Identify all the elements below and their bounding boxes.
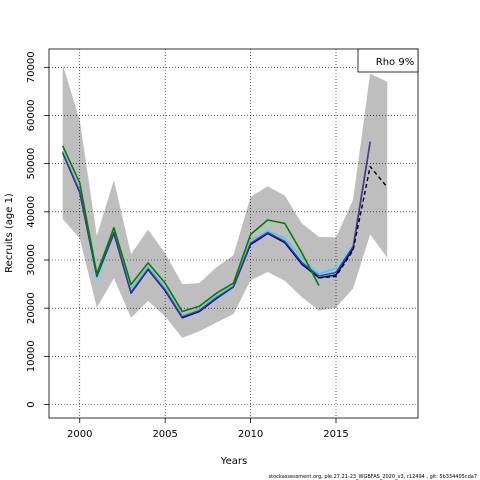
footer-credit: stockassessment.org, ple.27.21-23_WGBFAS…: [269, 474, 477, 480]
y-tick-label: 60000: [26, 100, 37, 132]
y-tick-label: 40000: [26, 196, 37, 228]
series-line-forecast: [318, 165, 388, 279]
confidence-band-layer: [62, 64, 388, 339]
confidence-band: [62, 64, 388, 339]
y-tick-label: 70000: [26, 51, 37, 83]
x-tick-label: 2000: [67, 429, 92, 440]
legend: Rho 9%: [357, 48, 419, 73]
y-tick-label: 30000: [26, 244, 37, 276]
y-tick-label: 0: [26, 401, 37, 407]
axis-layer: 2000 2005 2010 2015 0 10000 20000 30000 40000 500…: [26, 48, 419, 440]
y-tick-label: 50000: [26, 148, 37, 180]
y-axis-title: Recruits (age 1): [4, 193, 15, 273]
y-tick-label: 10000: [26, 340, 37, 372]
series-line-retro-2014: [61, 145, 320, 313]
series-layer: [61, 141, 388, 319]
legend-label: Rho 9%: [376, 57, 414, 68]
legend-box: [357, 48, 419, 73]
x-tick-label: 2005: [152, 429, 177, 440]
x-tick-label: 2015: [323, 429, 348, 440]
plot-frame: [48, 48, 419, 419]
series-line-retro-2017: [62, 141, 371, 318]
x-axis-title: Years: [220, 456, 247, 467]
x-tick-label: 2010: [238, 429, 263, 440]
y-tick-label: 20000: [26, 292, 37, 324]
